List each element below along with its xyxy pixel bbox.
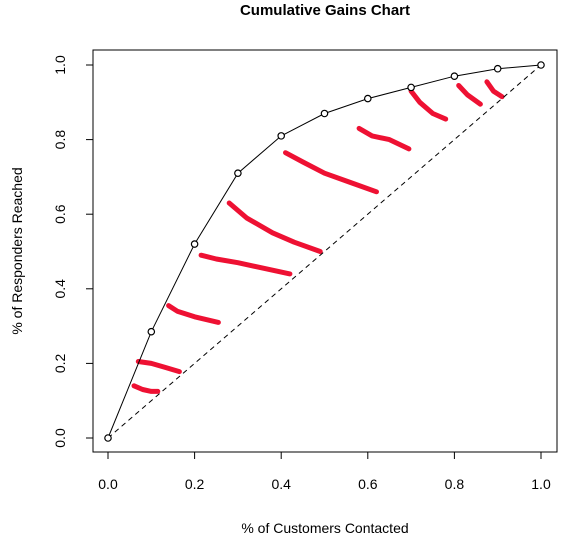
y-tick-label: 0.8 [52,130,68,150]
gains-point [363,94,372,103]
red-annotation-stroke [356,125,412,152]
y-tick-label: 0.6 [52,204,68,224]
baseline-diagonal [107,64,542,439]
red-annotation-stroke [135,359,182,375]
y-axis-label: % of Responders Reached [9,167,25,334]
red-annotation-stroke [456,83,483,107]
x-axis: 0.0 0.2 0.4 0.6 0.8 1.0 [98,451,551,492]
y-tick-label: 0.2 [52,353,68,373]
red-annotation-stroke [166,303,221,325]
red-annotation-stroke [408,88,449,122]
red-annotation-strokes [131,79,505,394]
red-annotation-stroke [283,150,379,195]
red-annotation-stroke [131,383,161,394]
series-layer [104,61,545,442]
red-annotation-stroke [198,252,293,277]
y-tick-label: 1.0 [52,55,68,75]
gains-point [277,132,286,140]
gains-point [450,72,459,80]
x-tick-label: 0.0 [98,476,118,492]
y-tick-label: 0.0 [52,428,68,448]
gains-point [147,327,156,336]
chart-title: Cumulative Gains Chart [240,2,410,19]
gains-point [537,61,545,69]
gains-point [407,83,415,92]
gains-point [104,434,112,442]
gains-point [234,169,242,177]
x-tick-label: 0.8 [445,476,465,492]
x-tick-label: 0.2 [185,476,205,492]
red-annotation-stroke [484,79,505,100]
gains-point [320,109,329,118]
gains-point [493,64,502,73]
x-axis-label: % of Customers Contacted [241,520,408,536]
x-tick-label: 0.4 [271,476,291,492]
red-annotation-stroke [226,200,323,254]
y-tick-label: 0.4 [52,279,68,299]
gains-point [190,240,199,248]
x-tick-label: 0.6 [358,476,378,492]
y-axis: 0.0 0.2 0.4 0.6 0.8 1.0 [52,55,94,448]
x-tick-label: 1.0 [531,476,551,492]
